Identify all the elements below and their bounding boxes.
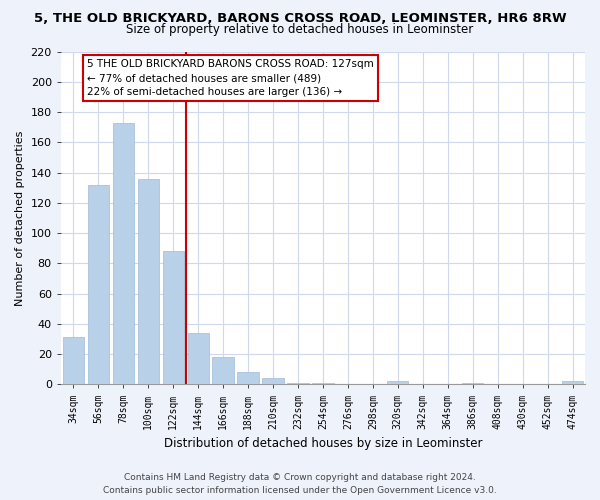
Text: 5, THE OLD BRICKYARD, BARONS CROSS ROAD, LEOMINSTER, HR6 8RW: 5, THE OLD BRICKYARD, BARONS CROSS ROAD,…: [34, 12, 566, 26]
Text: 5 THE OLD BRICKYARD BARONS CROSS ROAD: 127sqm
← 77% of detached houses are small: 5 THE OLD BRICKYARD BARONS CROSS ROAD: 1…: [87, 59, 374, 97]
X-axis label: Distribution of detached houses by size in Leominster: Distribution of detached houses by size …: [164, 437, 482, 450]
Y-axis label: Number of detached properties: Number of detached properties: [15, 130, 25, 306]
Text: Size of property relative to detached houses in Leominster: Size of property relative to detached ho…: [127, 24, 473, 36]
Bar: [88, 184, 109, 384]
Bar: [262, 378, 284, 384]
Bar: [462, 383, 483, 384]
Bar: [163, 251, 184, 384]
Bar: [387, 382, 409, 384]
Bar: [137, 178, 159, 384]
Bar: [313, 383, 334, 384]
Bar: [212, 357, 233, 384]
Text: Contains HM Land Registry data © Crown copyright and database right 2024.
Contai: Contains HM Land Registry data © Crown c…: [103, 474, 497, 495]
Bar: [287, 383, 308, 384]
Bar: [562, 382, 583, 384]
Bar: [63, 338, 84, 384]
Bar: [113, 122, 134, 384]
Bar: [188, 333, 209, 384]
Bar: [238, 372, 259, 384]
